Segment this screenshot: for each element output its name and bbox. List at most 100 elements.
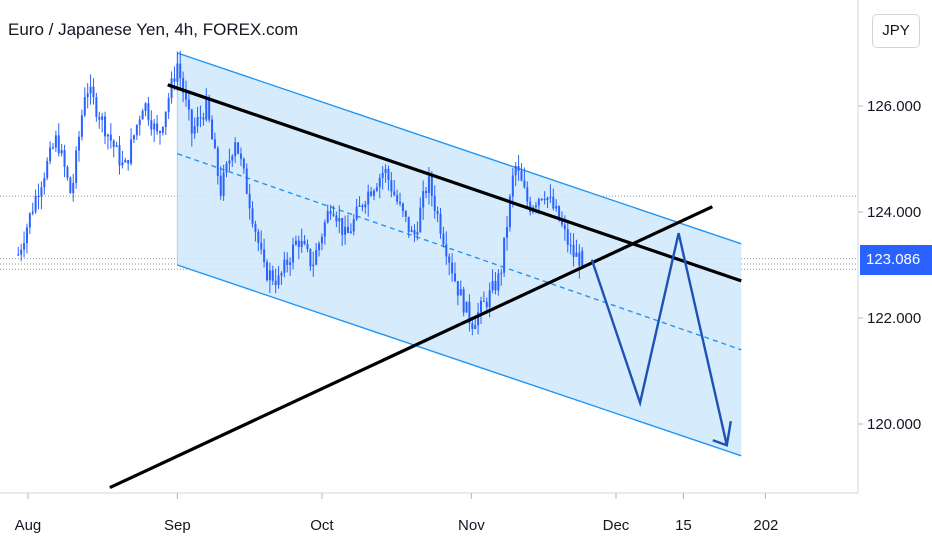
candle-body xyxy=(506,227,509,238)
candle-body xyxy=(500,272,503,274)
candle-body xyxy=(396,195,399,202)
candle-body xyxy=(425,190,428,194)
candle-body xyxy=(511,175,514,197)
candle-body xyxy=(150,120,153,130)
time-tick-label: 15 xyxy=(675,517,692,534)
candle-body xyxy=(358,205,361,207)
candle-body xyxy=(228,160,231,164)
candle-body xyxy=(37,196,40,198)
candle-body xyxy=(156,123,159,132)
candle-body xyxy=(237,142,240,154)
candle-body xyxy=(161,126,164,133)
candle-body xyxy=(202,117,205,120)
candle-body xyxy=(306,244,309,249)
candle-body xyxy=(219,175,222,196)
candle-body xyxy=(289,262,292,265)
candle-body xyxy=(277,275,280,286)
candle-body xyxy=(283,259,286,273)
candle-body xyxy=(141,110,144,120)
candle-body xyxy=(211,119,214,140)
candle-body xyxy=(274,280,277,286)
candle-body xyxy=(78,136,81,151)
candle-body xyxy=(130,139,133,164)
candle-body xyxy=(332,213,335,216)
candle-body xyxy=(404,210,407,217)
price-axis[interactable]: 126.000 124.000 122.000 120.000 xyxy=(858,98,921,433)
candle-body xyxy=(566,229,569,245)
candle-body xyxy=(534,205,537,208)
candle-body xyxy=(312,264,315,267)
projection-path[interactable] xyxy=(590,232,728,446)
candle-body xyxy=(265,262,268,281)
candle-body xyxy=(153,123,156,130)
candle-body xyxy=(46,161,49,179)
candle-body xyxy=(485,301,488,308)
candle-body xyxy=(477,312,480,326)
candle-body xyxy=(51,147,54,149)
candle-body xyxy=(20,249,23,255)
currency-button[interactable]: JPY xyxy=(872,14,920,48)
channel-median-line[interactable] xyxy=(177,153,742,351)
candle-body xyxy=(231,156,234,161)
candle-body xyxy=(326,211,329,223)
candle-body xyxy=(242,158,245,169)
candle-body xyxy=(167,98,170,112)
candle-body xyxy=(158,131,161,133)
candle-body xyxy=(491,281,494,291)
candle-body xyxy=(329,211,332,214)
candle-body xyxy=(98,116,101,120)
candle-body xyxy=(127,160,130,164)
support-trendline[interactable] xyxy=(109,205,714,490)
candle-body xyxy=(349,231,352,233)
candle-body xyxy=(529,201,532,213)
candle-body xyxy=(80,115,83,137)
last-price-label: 123.086 xyxy=(860,245,932,275)
candle-body xyxy=(456,281,459,296)
candle-body xyxy=(138,119,141,126)
candle-body xyxy=(17,254,20,256)
candle-body xyxy=(480,300,482,313)
candle-body xyxy=(494,281,497,291)
candle-body xyxy=(407,216,410,232)
candle-body xyxy=(101,116,104,120)
candle-body xyxy=(355,206,358,220)
candle-body xyxy=(112,140,115,147)
candle-body xyxy=(352,219,355,232)
candle-body xyxy=(182,78,185,93)
candle-body xyxy=(410,230,413,232)
resistance-trendline[interactable] xyxy=(167,83,742,283)
candle-body xyxy=(199,117,202,119)
candle-body xyxy=(341,218,344,235)
candle-body xyxy=(399,201,402,204)
candle-body xyxy=(208,96,211,120)
channel-lower-line[interactable] xyxy=(177,264,742,457)
candle-body xyxy=(25,227,28,244)
candlestick-series[interactable] xyxy=(17,50,584,336)
candle-body xyxy=(390,180,393,192)
candle-body xyxy=(393,191,396,196)
candle-body xyxy=(514,165,517,176)
candle-body xyxy=(552,196,555,209)
candle-body xyxy=(320,236,323,244)
candle-body xyxy=(222,172,225,196)
candle-body xyxy=(268,270,271,281)
candle-body xyxy=(104,116,107,137)
candle-body xyxy=(361,205,364,208)
candle-body xyxy=(34,196,37,212)
candle-body xyxy=(338,218,341,222)
candle-body xyxy=(185,92,188,100)
channel-upper-line[interactable] xyxy=(177,52,742,245)
candle-body xyxy=(303,240,306,245)
candle-body xyxy=(132,135,135,140)
candle-body xyxy=(451,262,454,274)
candle-body xyxy=(225,163,228,173)
candle-body xyxy=(445,244,448,257)
candle-body xyxy=(297,240,300,247)
candle-body xyxy=(187,99,190,110)
candle-body xyxy=(271,270,274,281)
time-axis[interactable]: Aug Sep Oct Nov Dec 15 202 xyxy=(15,493,779,534)
candle-body xyxy=(508,196,511,228)
candle-body xyxy=(63,150,66,167)
candle-body xyxy=(60,150,63,154)
